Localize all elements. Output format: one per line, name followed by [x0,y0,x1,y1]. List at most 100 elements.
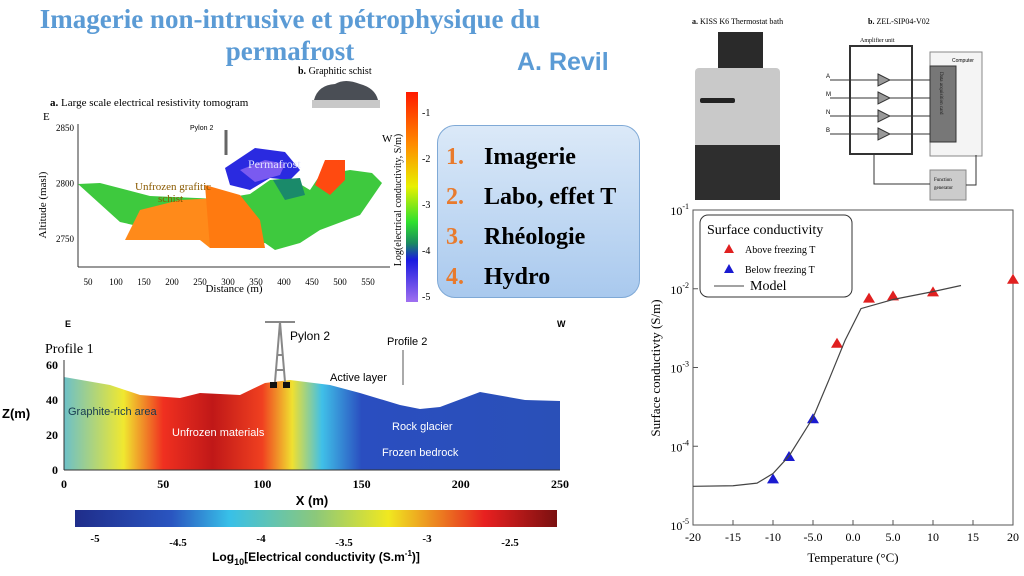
outline-label: Labo, effet T [484,184,617,210]
tomogram-bottom-colorbar [75,510,557,527]
device-caption: b. ZEL-SIP04-V02 [868,17,930,26]
x-tick-label: 10 [927,530,939,544]
tomogram-bottom: E W Profile 1 Profile 2 Pylon 2 Active l… [2,319,569,567]
x-tick-label: 150 [137,277,151,287]
x-tick-label: -10 [765,530,781,544]
label-unfrozen: Unfrozen grafitic [135,181,211,193]
y-tick-label: 10-4 [670,438,689,454]
tomogram-bottom-colorbar-label: Log10[Electrical conductivity (S.m-1)] [212,549,420,567]
outline-number: 2. [446,184,464,210]
model-line [692,284,962,487]
outline-label: Hydro [484,264,551,290]
y-tick-label: 10-3 [670,360,689,376]
pylon-icon [265,321,295,383]
author: A. Revil [517,48,609,76]
colorbar-tick-label: -4 [256,533,266,545]
x-tick-label: -15 [725,530,741,544]
colorbar-tick-label: -2 [422,154,430,165]
x-tick-label: 20 [1007,530,1019,544]
x-tick-label: 200 [452,477,470,491]
x-tick-label: 0.0 [846,530,861,544]
y-tick-label: 2850 [56,123,75,133]
east-label: E [65,319,71,329]
x-tick-label: 0 [61,477,67,491]
x-tick-label: 15 [967,530,979,544]
outline-number: 3. [446,224,464,250]
rock-glacier-label: Rock glacier [392,421,453,433]
x-tick-label: 250 [193,277,207,287]
x-tick-label: 5.0 [886,530,901,544]
x-tick-label: -5.0 [804,530,823,544]
x-tick-label: 50 [157,477,169,491]
amplifier-label: Amplifier unit [860,37,895,44]
computer-label: Computer [952,58,974,64]
function-generator-label: Function [934,178,952,183]
west-label: W [557,319,566,329]
unfrozen-label: Unfrozen materials [172,427,265,439]
colorbar-tick-label: -4 [422,246,430,257]
outline-label: Rhéologie [484,224,586,250]
data-point-triangle [863,292,875,303]
outline-box: 1. Imagerie 2. Labo, effet T 3. Rhéologie 4… [437,125,640,298]
bath-caption: a. KISS K6 Thermostat bath [692,17,783,26]
legend: Surface conductivity Above freezing T Be… [699,214,853,298]
x-tick-label: 500 [333,277,347,287]
photo-caption: b. Graphitic schist [298,66,372,77]
x-tick-label: 250 [551,477,569,491]
x-tick-label: 300 [221,277,235,287]
outline-number: 4. [446,264,464,290]
pylon-label: Pylon 2 [190,125,213,132]
tomogram-bottom-section [64,377,560,470]
colorbar-tick-label: -5 [422,292,430,303]
channel-label: B [826,128,830,134]
x-tick-label: 100 [109,277,123,287]
outline-item: 4. Hydro [446,264,550,291]
data-point-triangle [1007,273,1019,284]
lab-equipment: a. KISS K6 Thermostat bath b. ZEL-SIP04-… [692,17,983,201]
y-tick-label: 60 [46,358,58,372]
label-unfrozen-2: schist [158,193,183,205]
y-tick-label: 10-1 [670,202,689,218]
outline-item: 1. Imagerie [446,144,576,171]
channel-label: N [826,110,830,116]
circuit-diagram [830,45,983,201]
tomogram-top-colorbar [406,92,418,302]
legend-model: Model [750,279,787,294]
y-tick-label: 0 [52,463,58,477]
y-tick-label: 10-2 [670,281,689,297]
colorbar-tick-label: -4.5 [169,537,187,549]
pylon-label: Pylon 2 [290,329,330,343]
x-tick-label: 550 [361,277,375,287]
tomogram-bottom-ylabel: Z(m) [2,406,30,421]
channel-label: M [826,92,831,98]
profile2-label: Profile 2 [387,336,427,348]
colorbar-tick-label: -3.5 [335,537,353,549]
legend-title: Surface conductivity [707,223,823,238]
active-layer-label: Active layer [330,372,387,384]
outline-number: 1. [446,144,464,170]
outline-item: 2. Labo, effet T [446,184,616,211]
profile1-label: Profile 1 [45,342,94,357]
data-point-triangle [831,337,843,348]
colorbar-tick-label: -2.5 [501,537,519,549]
x-tick-label: 200 [165,277,179,287]
y-tick-label: 2750 [56,234,75,244]
function-generator-label-2: generator [934,186,953,191]
slide-title-line2: permafrost [225,36,355,66]
schist-photo [312,81,380,108]
legend-above: Above freezing T [745,245,815,256]
tomogram-bottom-xlabel: X (m) [296,493,329,508]
x-tick-label: 100 [253,477,271,491]
tomogram-top-xlabel: Distance (m) [205,283,262,295]
x-tick-label: 350 [249,277,263,287]
colorbar-tick-label: -3 [422,533,432,545]
outline-label: Imagerie [484,144,576,170]
tomogram-top: a. Large scale electrical resistivity to… [37,66,430,303]
data-point-triangle [887,290,899,301]
y-tick-label: 40 [46,393,58,407]
colorbar-tick-label: -1 [422,108,430,119]
data-point-triangle [767,473,779,484]
y-tick-label: 2800 [56,179,75,189]
tomogram-top-colorbar-label: Log(electrical conductivity, S/m) [393,134,404,266]
outline-item: 3. Rhéologie [446,224,585,251]
